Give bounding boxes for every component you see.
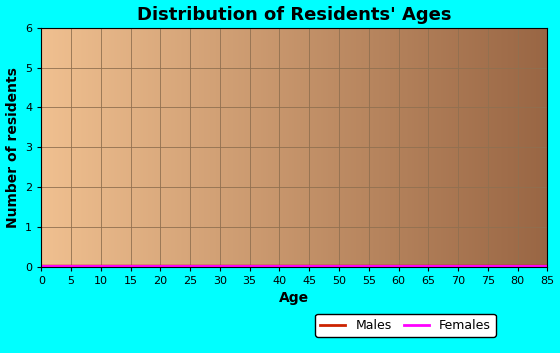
Y-axis label: Number of residents: Number of residents bbox=[6, 67, 20, 228]
Title: Distribution of Residents' Ages: Distribution of Residents' Ages bbox=[137, 6, 451, 24]
X-axis label: Age: Age bbox=[279, 291, 309, 305]
Legend: Males, Females: Males, Females bbox=[315, 314, 496, 337]
